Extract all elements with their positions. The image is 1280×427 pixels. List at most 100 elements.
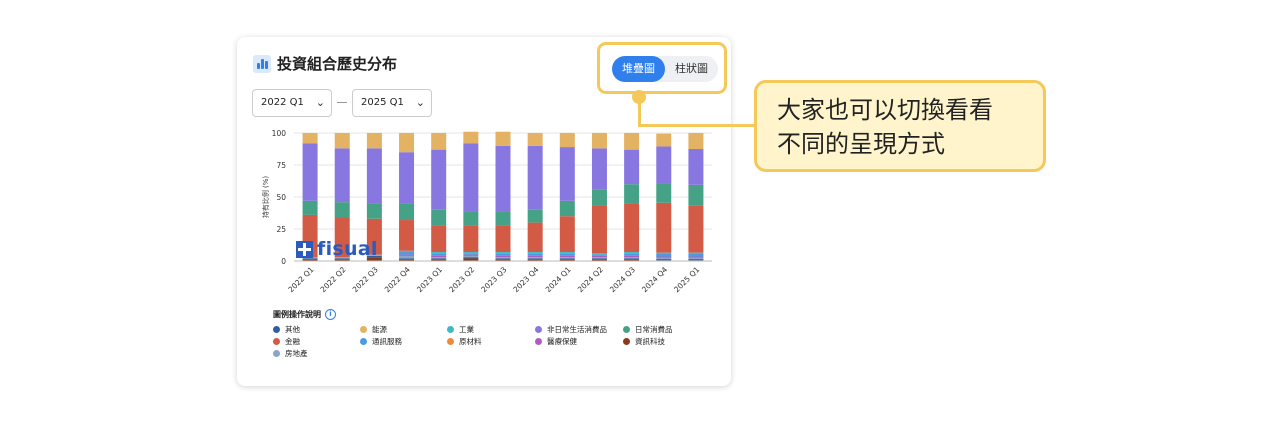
bar-segment[interactable] <box>399 250 415 253</box>
bar-segment[interactable] <box>431 225 447 253</box>
info-icon[interactable]: i <box>325 309 336 320</box>
stacked-chart-button[interactable]: 堆疊圖 <box>612 56 665 82</box>
legend-item[interactable]: 金融 <box>273 336 300 347</box>
bar-segment[interactable] <box>334 202 350 218</box>
bar-segment[interactable] <box>431 255 447 258</box>
bar-segment[interactable] <box>495 255 511 258</box>
bar-segment[interactable] <box>688 256 704 258</box>
bar-segment[interactable] <box>591 253 607 255</box>
bar-segment[interactable] <box>591 148 607 190</box>
bar-segment[interactable] <box>366 133 382 149</box>
bar-segment[interactable] <box>463 225 479 253</box>
bar-segment[interactable] <box>624 149 640 185</box>
bar-segment[interactable] <box>302 143 318 201</box>
bar-segment[interactable] <box>656 133 672 147</box>
bar-segment[interactable] <box>591 133 607 149</box>
bar-segment[interactable] <box>431 133 447 150</box>
bar-segment[interactable] <box>527 222 543 253</box>
legend-item[interactable]: 醫療保健 <box>535 336 577 347</box>
bar-segment[interactable] <box>591 189 607 206</box>
bar-segment[interactable] <box>688 252 704 254</box>
bar-segment[interactable] <box>591 205 607 254</box>
bar-segment[interactable] <box>527 145 543 210</box>
bar-segment[interactable] <box>688 253 704 257</box>
bar-segment[interactable] <box>366 203 382 219</box>
bar-segment[interactable] <box>624 257 640 259</box>
bar-segment[interactable] <box>624 133 640 150</box>
bar-segment[interactable] <box>688 259 704 261</box>
bar-segment[interactable] <box>656 252 672 254</box>
bar-segment[interactable] <box>366 218 382 255</box>
bar-segment[interactable] <box>302 200 318 215</box>
bar-segment[interactable] <box>431 253 447 256</box>
bar-segment[interactable] <box>431 259 447 261</box>
bar-segment[interactable] <box>431 149 447 210</box>
bar-segment[interactable] <box>688 133 704 149</box>
bar-segment[interactable] <box>495 257 511 259</box>
bar-segment[interactable] <box>656 146 672 184</box>
bar-segment[interactable] <box>591 254 607 256</box>
bar-segment[interactable] <box>431 257 447 259</box>
bar-segment[interactable] <box>559 147 575 201</box>
bar-segment[interactable] <box>591 259 607 261</box>
bar-segment[interactable] <box>334 258 350 260</box>
legend-item[interactable]: 資訊科技 <box>623 336 665 347</box>
legend-item[interactable]: 房地產 <box>273 348 308 359</box>
bar-segment[interactable] <box>366 254 382 256</box>
bar-segment[interactable] <box>688 205 704 253</box>
bar-segment[interactable] <box>495 145 511 212</box>
bar-segment[interactable] <box>559 259 575 261</box>
bar-segment[interactable] <box>559 200 575 217</box>
bar-segment[interactable] <box>463 211 479 226</box>
bar-segment[interactable] <box>688 184 704 206</box>
bar-segment[interactable] <box>656 183 672 203</box>
bar-segment[interactable] <box>624 258 640 260</box>
bar-segment[interactable] <box>302 257 318 259</box>
bar-segment[interactable] <box>656 259 672 261</box>
bar-segment[interactable] <box>527 259 543 261</box>
bar-segment[interactable] <box>559 255 575 258</box>
bar-segment[interactable] <box>495 258 511 260</box>
bar-segment[interactable] <box>559 133 575 148</box>
bar-segment[interactable] <box>399 259 415 261</box>
end-quarter-select[interactable]: 2025 Q1 ⌄ <box>352 89 432 117</box>
legend-item[interactable]: 原材料 <box>447 336 482 347</box>
bar-segment[interactable] <box>495 253 511 256</box>
legend-item[interactable]: 工業 <box>447 324 474 335</box>
bar-segment[interactable] <box>656 253 672 257</box>
bar-segment[interactable] <box>334 259 350 261</box>
bar-segment[interactable] <box>399 258 415 260</box>
bar-segment[interactable] <box>463 252 479 254</box>
bar-segment[interactable] <box>591 257 607 259</box>
bar-segment[interactable] <box>302 133 318 144</box>
legend-item[interactable]: 日常消費品 <box>623 324 673 335</box>
bar-segment[interactable] <box>624 252 640 254</box>
bar-segment[interactable] <box>463 131 479 144</box>
bar-segment[interactable] <box>624 184 640 204</box>
bar-segment[interactable] <box>399 203 415 221</box>
bar-segment[interactable] <box>527 252 543 254</box>
bar-segment[interactable] <box>399 254 415 256</box>
bar-segment[interactable] <box>366 148 382 204</box>
bar-segment[interactable] <box>656 256 672 258</box>
bar-chart-button[interactable]: 柱狀圖 <box>675 62 708 75</box>
bar-segment[interactable] <box>399 152 415 204</box>
bar-segment[interactable] <box>463 255 479 258</box>
bar-segment[interactable] <box>559 252 575 254</box>
bar-segment[interactable] <box>527 133 543 146</box>
bar-segment[interactable] <box>656 202 672 253</box>
bar-segment[interactable] <box>431 252 447 254</box>
bar-segment[interactable] <box>302 258 318 260</box>
bar-segment[interactable] <box>463 257 479 259</box>
bar-segment[interactable] <box>463 143 479 212</box>
bar-segment[interactable] <box>656 257 672 260</box>
bar-segment[interactable] <box>463 254 479 256</box>
bar-segment[interactable] <box>688 149 704 185</box>
bar-segment[interactable] <box>334 217 350 258</box>
legend-item[interactable]: 其他 <box>273 324 300 335</box>
bar-segment[interactable] <box>559 216 575 253</box>
bar-segment[interactable] <box>559 257 575 259</box>
bar-segment[interactable] <box>495 211 511 226</box>
legend-item[interactable]: 能源 <box>360 324 387 335</box>
bar-segment[interactable] <box>366 257 382 261</box>
